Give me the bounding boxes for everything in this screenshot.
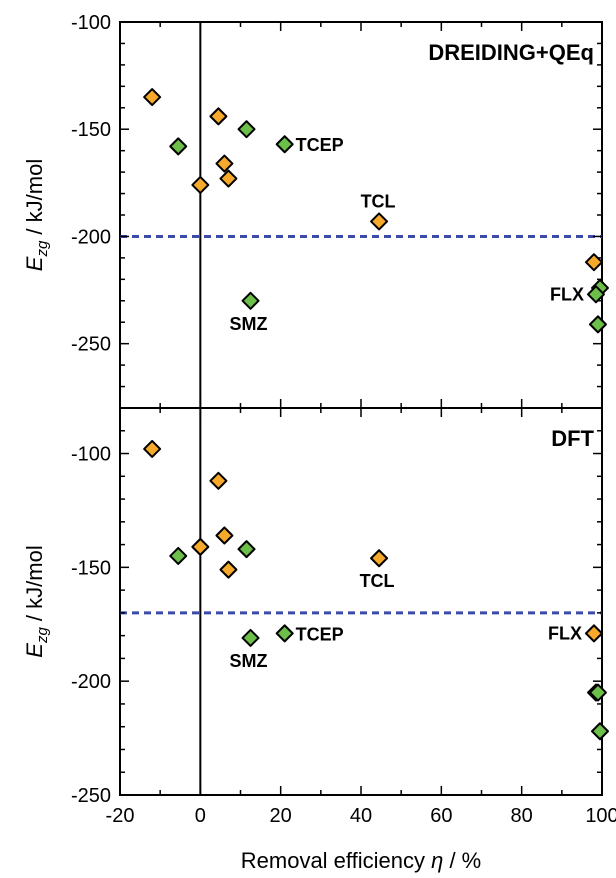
data-point: [192, 177, 208, 193]
y-axis-unit-top: / kJ/mol: [22, 159, 47, 241]
panel-title-top: DREIDING+QEq: [428, 40, 594, 65]
y-axis-title-top: Ezg / kJ/mol: [22, 159, 51, 271]
point-label: FLX: [548, 623, 582, 643]
x-tick-label: 40: [350, 805, 372, 827]
points-bottom: TCL SMZ TCEP FLX: [144, 441, 608, 739]
x-ticks-bottom: -20 0 20 40 60 80 100: [106, 408, 616, 827]
y-tick-label: -200: [71, 671, 111, 693]
data-point: [210, 108, 226, 124]
data-point: [192, 539, 208, 555]
y-tick-label: -100: [71, 12, 111, 34]
data-point: [220, 171, 236, 187]
point-label: SMZ: [230, 314, 268, 334]
y-ticks-bottom: -100 -150 -200 -250: [71, 408, 602, 807]
panel-dft: -100-150-200-250 -20 0 20 40 60 80 100 TCLSMZT…: [22, 408, 616, 827]
data-point: [586, 625, 602, 641]
data-point: [277, 136, 293, 152]
data-point: [277, 625, 293, 641]
data-point: [239, 541, 255, 557]
y-ticks-top: -100 -150 -200 -250: [71, 12, 602, 408]
x-ticks-top: [120, 22, 602, 408]
y-tick-label: -200: [71, 226, 111, 248]
x-tick-label: 100: [585, 805, 616, 827]
data-point: [144, 441, 160, 457]
x-tick-label: 60: [430, 805, 452, 827]
data-point: [592, 723, 608, 739]
point-label: TCL: [360, 571, 395, 591]
y-axis-unit-bottom: / kJ/mol: [22, 545, 47, 627]
plot-frame-bottom: [120, 408, 602, 795]
x-axis-title-text: Removal efficiency: [241, 848, 431, 873]
data-point: [243, 630, 259, 646]
data-point: [170, 548, 186, 564]
y-axis-title-bottom: Ezg / kJ/mol: [22, 545, 51, 657]
point-label: SMZ: [230, 651, 268, 671]
data-point: [170, 138, 186, 154]
y-tick-label: -100: [71, 444, 111, 466]
y-tick-label: -250: [71, 334, 111, 356]
data-point: [239, 121, 255, 137]
data-point: [586, 254, 602, 270]
y-axis-symbol-top: E: [22, 256, 47, 271]
data-point: [216, 156, 232, 172]
point-label: FLX: [550, 284, 584, 304]
data-point: [371, 213, 387, 229]
y-axis-subscript-bottom: zg: [34, 627, 51, 645]
panel-title-bottom: DFT: [551, 426, 594, 451]
data-point: [220, 562, 236, 578]
data-point: [216, 527, 232, 543]
point-label: TCEP: [296, 135, 344, 155]
data-point: [144, 89, 160, 105]
x-tick-label: -20: [106, 805, 135, 827]
x-tick-label: 80: [511, 805, 533, 827]
data-point: [210, 473, 226, 489]
x-axis-unit: / %: [443, 848, 481, 873]
x-tick-label: 0: [195, 805, 206, 827]
data-point: [243, 293, 259, 309]
point-label: TCL: [361, 191, 396, 211]
y-axis-subscript-top: zg: [34, 240, 51, 258]
x-tick-label: 20: [270, 805, 292, 827]
panel-dreiding-qeq: -100 -150 -200 -250 TCEP TCL SMZ FLX DREIDING+…: [22, 12, 608, 408]
y-axis-symbol-bottom: E: [22, 643, 47, 658]
y-tick-label: -150: [71, 119, 111, 141]
data-point: [590, 316, 606, 332]
x-axis-symbol: η: [431, 848, 443, 873]
plot-frame-top: [120, 22, 602, 408]
points-top: TCEP TCL SMZ FLX: [144, 89, 608, 334]
x-axis-title: Removal efficiency η / %: [241, 848, 481, 873]
y-tick-label: -250: [71, 785, 111, 807]
data-point: [371, 550, 387, 566]
point-label: TCEP: [296, 624, 344, 644]
y-tick-label: -150: [71, 557, 111, 579]
